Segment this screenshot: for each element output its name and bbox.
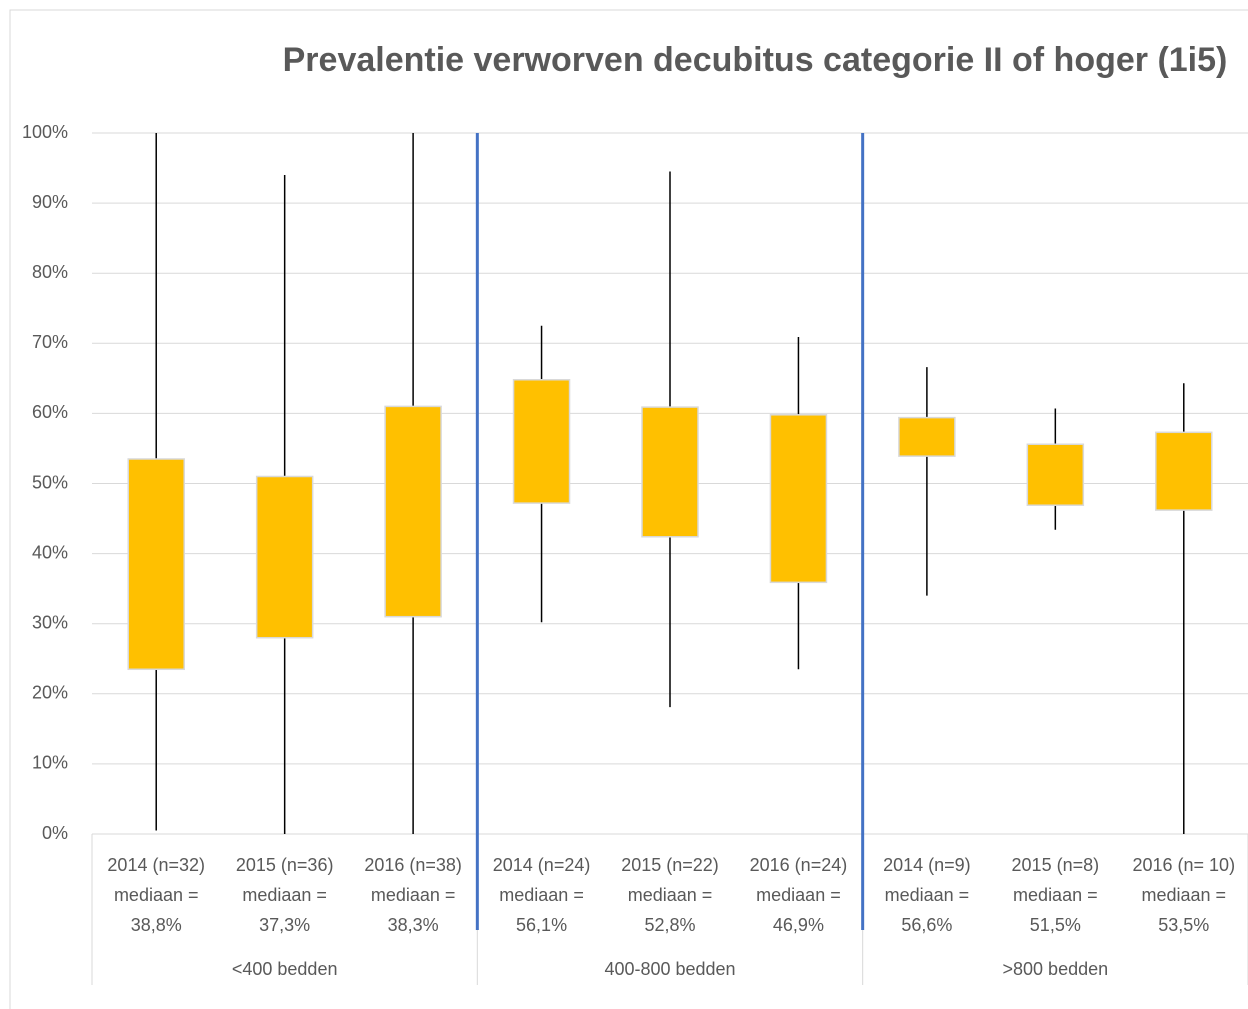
x-tick-label: 2014 (n=9) xyxy=(883,855,971,875)
y-tick-label: 90% xyxy=(32,192,68,212)
x-tick-label: 2016 (n= 10) xyxy=(1132,855,1235,875)
y-tick-label: 60% xyxy=(32,402,68,422)
x-tick-label: mediaan = xyxy=(1141,885,1226,905)
x-tick-label: 2014 (n=32) xyxy=(107,855,205,875)
x-tick-label: 51,5% xyxy=(1030,915,1081,935)
x-tick-label: mediaan = xyxy=(885,885,970,905)
box xyxy=(1026,443,1085,506)
x-tick-label: 2015 (n=36) xyxy=(236,855,334,875)
box xyxy=(1155,431,1213,511)
x-tick-label: mediaan = xyxy=(628,885,713,905)
x-tick-label: 38,3% xyxy=(388,915,439,935)
y-tick-label: 20% xyxy=(32,683,68,703)
box xyxy=(641,406,699,538)
group-label: <400 bedden xyxy=(232,959,338,979)
x-tick-label: 2014 (n=24) xyxy=(493,855,591,875)
x-tick-label: mediaan = xyxy=(114,885,199,905)
x-tick-label: 37,3% xyxy=(259,915,310,935)
y-tick-label: 50% xyxy=(32,472,68,492)
y-tick-label: 70% xyxy=(32,332,68,352)
x-tick-label: 2015 (n=22) xyxy=(621,855,719,875)
box xyxy=(255,475,314,639)
chart-border xyxy=(9,9,1248,1009)
x-tick-label: 56,6% xyxy=(901,915,952,935)
x-tick-label: 2015 (n=8) xyxy=(1012,855,1100,875)
x-tick-label: 38,8% xyxy=(131,915,182,935)
box xyxy=(127,458,185,671)
y-tick-label: 30% xyxy=(32,612,68,632)
box xyxy=(898,416,956,457)
box xyxy=(512,379,571,504)
x-tick-label: mediaan = xyxy=(499,885,584,905)
x-tick-label: 52,8% xyxy=(644,915,695,935)
x-tick-label: 53,5% xyxy=(1158,915,1209,935)
y-tick-label: 100% xyxy=(22,122,68,142)
group-label: 400-800 bedden xyxy=(604,959,735,979)
x-tick-label: 56,1% xyxy=(516,915,567,935)
box xyxy=(384,405,442,618)
x-tick-label: mediaan = xyxy=(756,885,841,905)
box xyxy=(769,414,828,584)
x-tick-label: mediaan = xyxy=(242,885,327,905)
x-tick-label: 46,9% xyxy=(773,915,824,935)
x-tick-label: 2016 (n=24) xyxy=(750,855,848,875)
y-tick-label: 40% xyxy=(32,542,68,562)
y-tick-label: 10% xyxy=(32,753,68,773)
y-tick-label: 0% xyxy=(42,823,68,843)
chart-title: Prevalentie verworven decubitus categori… xyxy=(282,41,1228,79)
x-tick-label: mediaan = xyxy=(371,885,456,905)
x-tick-label: mediaan = xyxy=(1013,885,1098,905)
y-tick-label: 80% xyxy=(32,262,68,282)
group-label: >800 bedden xyxy=(1003,959,1109,979)
x-tick-label: 2016 (n=38) xyxy=(364,855,462,875)
